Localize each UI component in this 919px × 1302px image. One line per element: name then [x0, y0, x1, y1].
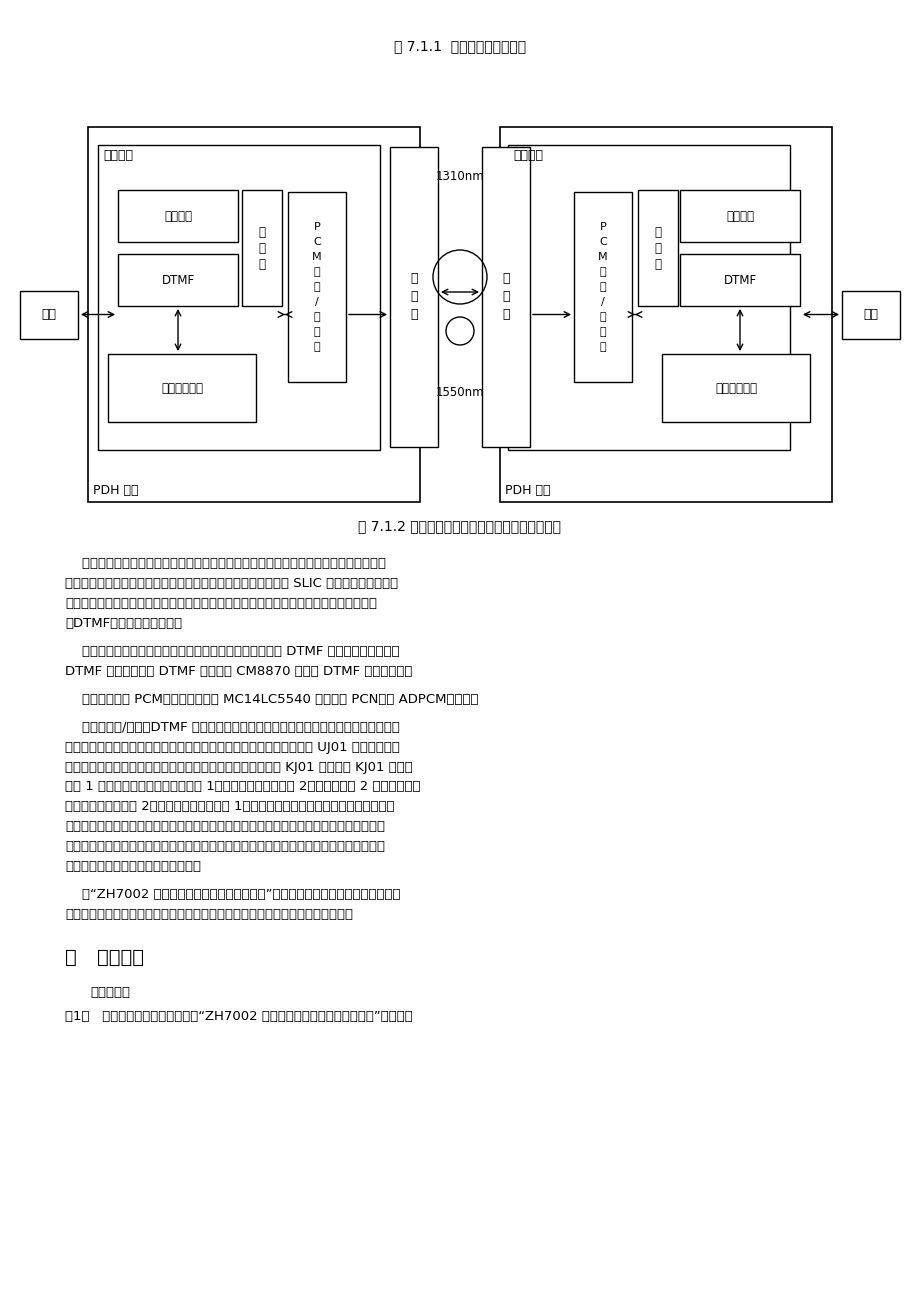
Text: 主要反映了二线用户话机的状态：摺机或挂机，此类信令一般由 SLIC 电路检测（该方面已: 主要反映了二线用户话机的状态：摺机或挂机，此类信令一般由 SLIC 电路检测（该…	[65, 577, 398, 590]
Text: 复: 复	[599, 327, 606, 337]
Bar	[20, 290, 78, 339]
Text: 码编号、用户线指令、接续程序等等。: 码编号、用户线指令、接续程序等等。	[65, 861, 200, 874]
Text: 复: 复	[313, 267, 320, 277]
Bar	[108, 354, 255, 422]
Text: P: P	[313, 223, 320, 232]
Text: 接: 接	[313, 342, 320, 352]
Text: 实现。本地用户的电话号码由该模块的终端号码选择跳线开关 KJ01 确定：当 KJ01 设置在: 实现。本地用户的电话号码由该模块的终端号码选择跳线开关 KJ01 确定：当 KJ…	[65, 760, 413, 773]
Text: 图 7.1.1  程控交换机组成框图: 图 7.1.1 程控交换机组成框图	[393, 39, 526, 53]
Text: （DTMF）检测器进行检测。: （DTMF）检测器进行检测。	[65, 617, 182, 630]
Text: 解: 解	[313, 312, 320, 322]
Text: 用户接口: 用户接口	[103, 148, 133, 161]
Bar	[288, 191, 346, 381]
Text: 用户接口: 用户接口	[513, 148, 542, 161]
Text: 复: 复	[599, 267, 606, 277]
Text: C: C	[598, 237, 607, 247]
Text: 端: 端	[502, 309, 509, 322]
Bar	[679, 254, 800, 306]
Text: P: P	[599, 223, 606, 232]
Bar	[98, 145, 380, 450]
Text: 交换处理模块: 交换处理模块	[161, 381, 203, 395]
Text: DTMF 方式，并使用 DTMF 专用器件 CM8870 完成对 DTMF 信号的检测。: DTMF 方式，并使用 DTMF 专用器件 CM8870 完成对 DTMF 信号…	[65, 665, 412, 678]
Bar	[573, 191, 631, 381]
Bar	[499, 128, 831, 503]
Text: 用户线上的地址信令存在两种技术标准：脉冲拨号方式和 DTMF 方式。本系统中采用: 用户线上的地址信令存在两种技术标准：脉冲拨号方式和 DTMF 方式。本系统中采用	[65, 644, 399, 658]
Text: 何一方都可成为主叫用户或被叫用户。首先摺机呼叫对方用户的一方为主叫用户，另一方为: 何一方都可成为主叫用户或被叫用户。首先摺机呼叫对方用户的一方为主叫用户，另一方为	[65, 820, 384, 833]
Text: /: /	[600, 297, 604, 307]
Text: 编: 编	[653, 225, 661, 238]
Text: 1550nm: 1550nm	[436, 385, 483, 398]
Text: 译: 译	[258, 241, 266, 254]
Text: 在“ZH7002 型光纤通信多功能综合实验系统”中不侧重控电话交换机原理实验，仅: 在“ZH7002 型光纤通信多功能综合实验系统”中不侧重控电话交换机原理实验，仅	[65, 888, 400, 901]
Text: DTMF: DTMF	[722, 273, 755, 286]
Text: 用户接口: 用户接口	[725, 210, 754, 223]
Text: 1310nm: 1310nm	[436, 171, 483, 184]
Text: 编: 编	[258, 225, 266, 238]
Text: 话音编码采用 PCM，本系统中采用 MC14LC5540 器件完成 PCN（或 ADPCM）编码。: 话音编码采用 PCM，本系统中采用 MC14LC5540 器件完成 PCN（或 …	[65, 693, 478, 706]
Text: 译: 译	[653, 241, 661, 254]
Bar	[662, 354, 809, 422]
Text: 接: 接	[599, 342, 606, 352]
Text: 端: 端	[410, 309, 417, 322]
Text: 复: 复	[313, 327, 320, 337]
Text: PDH 终端: PDH 终端	[93, 484, 139, 497]
Text: 是通过该实验要求学生对电话在接续过程中的信令交换过程有一个较清楚的认识。: 是通过该实验要求学生对电话在接续过程中的信令交换过程有一个较清楚的认识。	[65, 909, 353, 922]
Text: （1）   首先，正确设置、检查两台“ZH7002 型光纤通信多功能综合实验系统”设备上的: （1） 首先，正确设置、检查两台“ZH7002 型光纤通信多功能综合实验系统”设…	[65, 1010, 413, 1023]
Text: /: /	[315, 297, 319, 307]
Text: 电话: 电话	[41, 309, 56, 322]
Text: 准备工作：: 准备工作：	[90, 986, 130, 999]
Text: 交换处理模块: 交换处理模块	[714, 381, 756, 395]
Bar	[242, 190, 282, 306]
Bar	[507, 145, 789, 450]
Text: 图 7.1.2 电话呼叫处理系统实验电路功能组成框图: 图 7.1.2 电话呼叫处理系统实验电路功能组成框图	[358, 519, 561, 533]
Text: 本地主叫用户号码为 2，被叫号码用户自动为 1。主叫用户与被叫用户是相对的，通信的任: 本地主叫用户号码为 2，被叫号码用户自动为 1。主叫用户与被叫用户是相对的，通信…	[65, 801, 394, 814]
Bar	[118, 190, 238, 242]
Text: 电话: 电话	[863, 309, 878, 322]
Bar	[88, 128, 420, 503]
Text: 由交换处理模块来完成。交换处理模块功能利用设置在发送定时模块的 UJ01 富余电路资源: 由交换处理模块来完成。交换处理模块功能利用设置在发送定时模块的 UJ01 富余电…	[65, 741, 400, 754]
Text: C: C	[312, 237, 321, 247]
Text: 接: 接	[599, 283, 606, 292]
Text: 接: 接	[313, 283, 320, 292]
Bar	[482, 147, 529, 447]
Text: M: M	[312, 253, 322, 262]
Text: 码: 码	[258, 258, 266, 271]
Text: 解: 解	[599, 312, 606, 322]
Text: DTMF: DTMF	[161, 273, 194, 286]
Text: 包括在前面的实验中）；地址信令主要是用户发出的拨号信息，该类信令一般由双音多频: 包括在前面的实验中）；地址信令主要是用户发出的拨号信息，该类信令一般由双音多频	[65, 596, 377, 609]
Text: 电话的摺机/挂机、DTMF 信令信号的处理、对话机的振铃以及各种接续信号的处理都: 电话的摺机/挂机、DTMF 信令信号的处理、对话机的振铃以及各种接续信号的处理都	[65, 720, 400, 733]
Text: 终: 终	[502, 290, 509, 303]
Text: 光: 光	[410, 272, 417, 285]
Text: 被叫用户。连接于电话网的任何两台电话在进行通信时，必须按照一定的规程进行：例如号: 被叫用户。连接于电话网的任何两台电话在进行通信时，必须按照一定的规程进行：例如号	[65, 840, 384, 853]
Bar	[118, 254, 238, 306]
Bar	[390, 147, 437, 447]
Text: 码: 码	[653, 258, 661, 271]
Text: 四   实验步骤: 四 实验步骤	[65, 948, 144, 967]
Text: 终: 终	[410, 290, 417, 303]
Text: 对于用户接口上的信令可分为线路信令与地址信令（也称之为记发器信令）。线路信令: 对于用户接口上的信令可分为线路信令与地址信令（也称之为记发器信令）。线路信令	[65, 557, 386, 570]
Bar	[679, 190, 800, 242]
Text: 光: 光	[502, 272, 509, 285]
Text: M: M	[597, 253, 607, 262]
Text: 位置 1 时（左端），本地主叫号码为 1，被叫用户号码自动为 2；设置在位置 2 时（右端），: 位置 1 时（左端），本地主叫号码为 1，被叫用户号码自动为 2；设置在位置 2…	[65, 780, 420, 793]
Bar	[637, 190, 677, 306]
Bar	[841, 290, 899, 339]
Text: 用户接口: 用户接口	[164, 210, 192, 223]
Text: PDH 终端: PDH 终端	[505, 484, 550, 497]
